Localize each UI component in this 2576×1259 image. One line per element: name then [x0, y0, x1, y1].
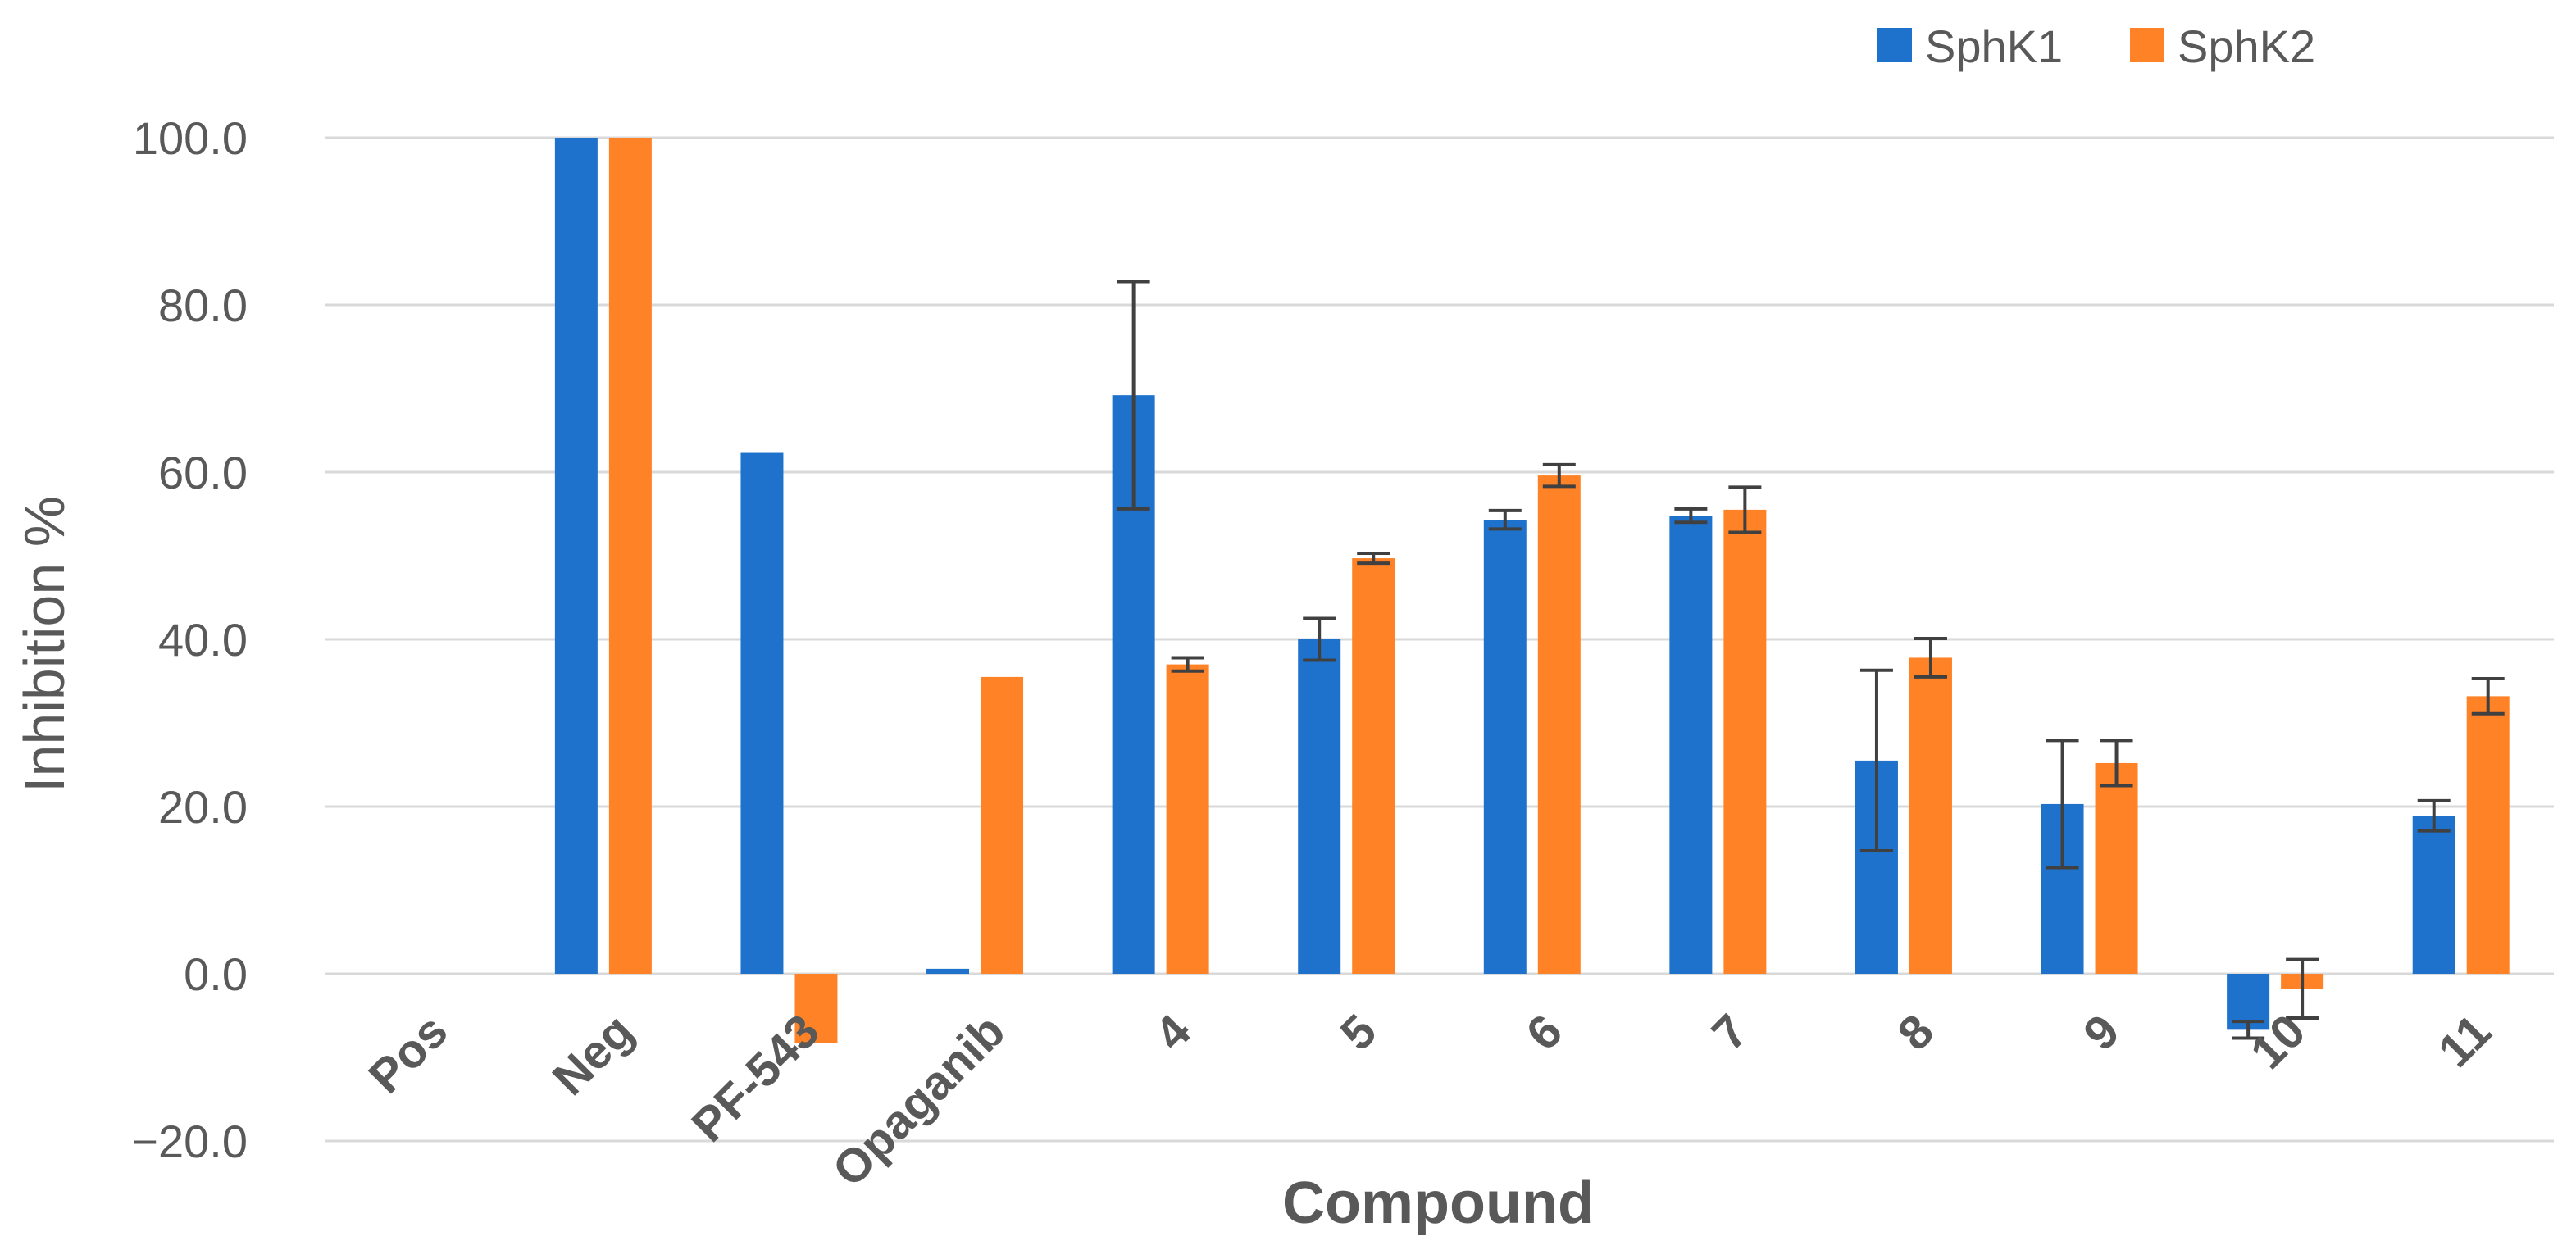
bar-sphk1: [2412, 816, 2455, 974]
legend-swatch-sphk2: [2130, 28, 2164, 62]
bar-sphk1: [1298, 639, 1341, 974]
y-tick-label: 20.0: [158, 781, 248, 833]
bar-sphk2: [794, 974, 838, 1043]
x-axis-title: Compound: [1282, 1170, 1594, 1236]
x-category-label: 9: [2073, 1004, 2130, 1061]
gridlines: [325, 136, 2554, 1143]
x-category-label: 7: [1702, 1004, 1759, 1061]
y-axis-title: Inhibition %: [12, 496, 76, 793]
x-category-label: 4: [1145, 1004, 1201, 1061]
bar-sphk1: [554, 138, 598, 974]
y-tick-label: 80.0: [158, 280, 248, 331]
bar-sphk2: [1909, 657, 1952, 974]
bars: [554, 138, 2510, 1043]
bar-sphk1: [926, 968, 970, 974]
x-category-label: PF-543: [681, 1004, 829, 1152]
y-tick-labels: −20.0 0.0 20.0 40.0 60.0 80.0 100.0: [131, 112, 248, 1167]
x-category-label: Pos: [358, 1004, 457, 1103]
bar-sphk2: [2095, 762, 2138, 974]
y-tick-label: −20.0: [131, 1116, 248, 1167]
legend: SphK1 SphK2: [1877, 20, 2315, 72]
legend-label-sphk2: SphK2: [2178, 20, 2315, 72]
x-category-label: 5: [1331, 1004, 1387, 1061]
x-category-label: Neg: [543, 1004, 644, 1105]
bar-sphk2: [1166, 664, 1209, 974]
bar-sphk1: [1669, 516, 1713, 974]
bar-sphk1: [1483, 520, 1527, 974]
bar-sphk2: [2466, 696, 2510, 974]
y-tick-label: 60.0: [158, 447, 248, 498]
legend-label-sphk1: SphK1: [1925, 20, 2063, 72]
x-category-label: 8: [1887, 1004, 1944, 1061]
legend-swatch-sphk1: [1877, 28, 1912, 62]
y-tick-label: 0.0: [184, 948, 248, 1000]
x-category-label: 11: [2428, 1004, 2501, 1077]
y-tick-label: 100.0: [133, 112, 248, 164]
bar-sphk2: [1352, 558, 1395, 974]
x-category-label: Opaganib: [822, 1004, 1015, 1197]
x-category-label: 6: [1516, 1004, 1572, 1061]
bar-sphk2: [608, 138, 652, 974]
bar-sphk1: [740, 452, 784, 974]
bar-sphk2: [1537, 475, 1581, 974]
error-bars: [1117, 280, 2505, 1040]
bar-sphk2: [1723, 509, 1767, 974]
y-tick-label: 40.0: [158, 614, 248, 666]
bar-sphk2: [981, 676, 1024, 974]
